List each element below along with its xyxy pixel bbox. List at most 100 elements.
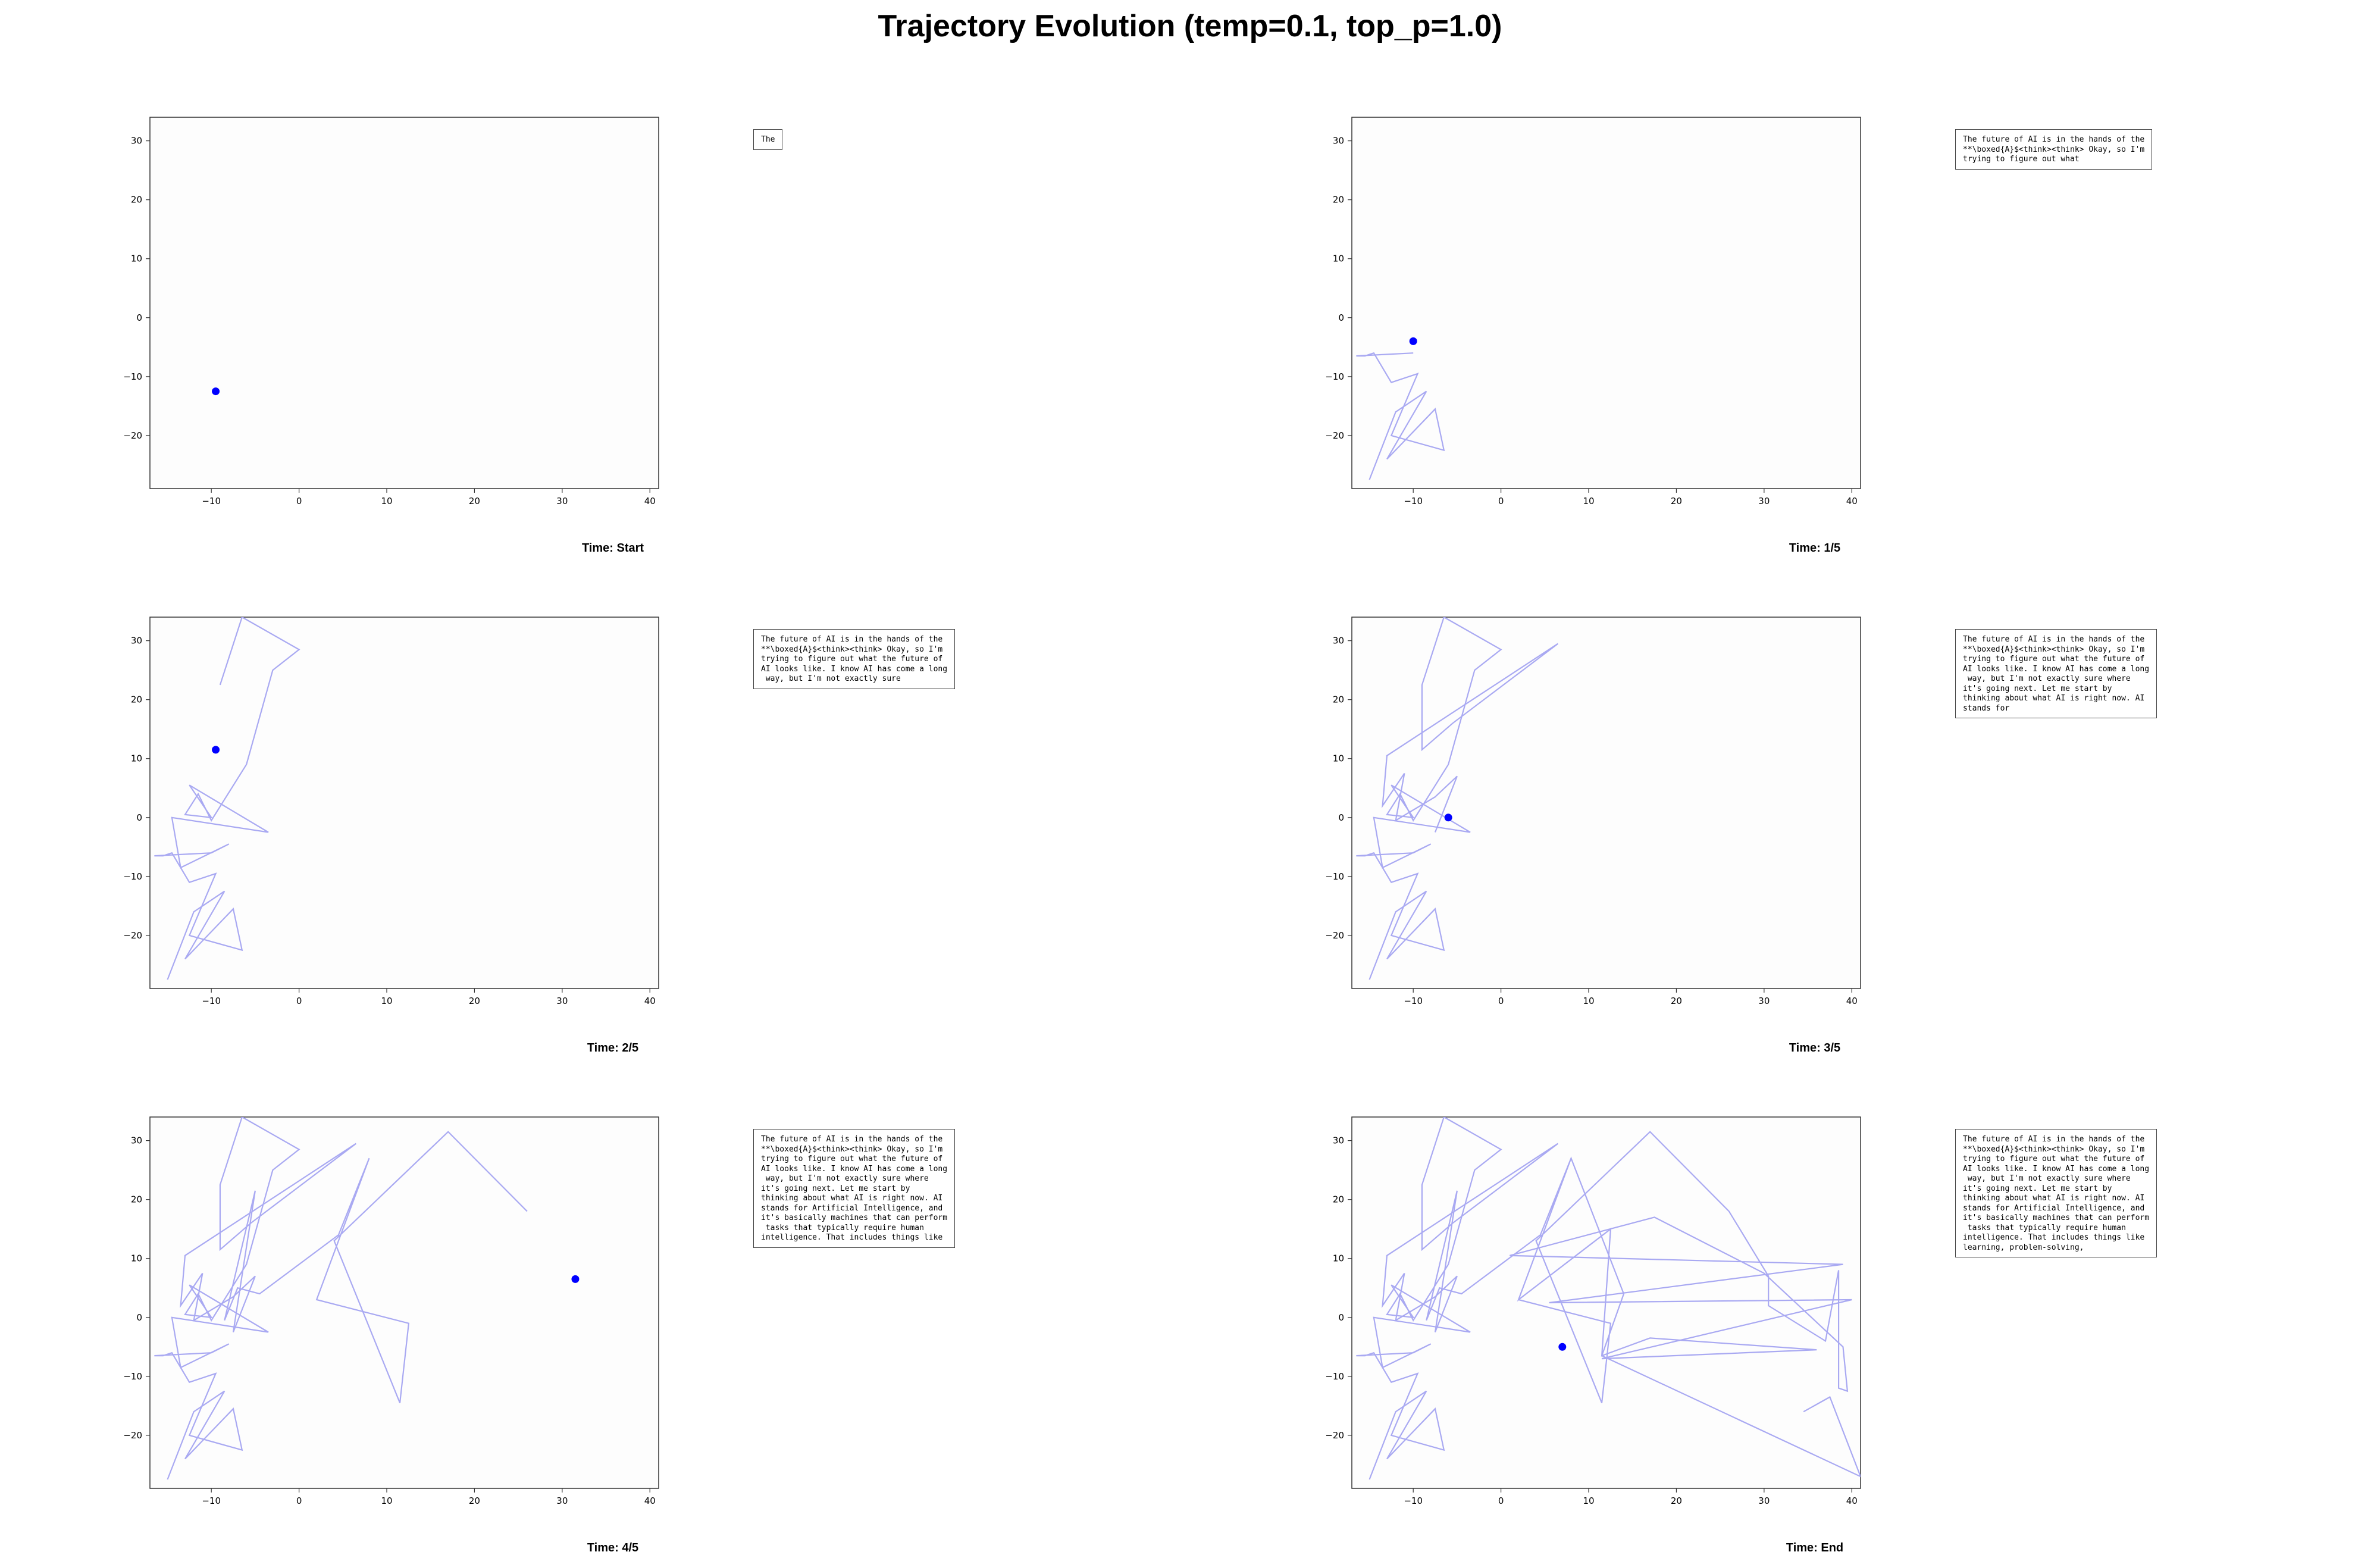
y-tick-label: −10 (123, 371, 142, 382)
x-tick-label: 30 (556, 1495, 568, 1506)
trajectory-plot-2: −10 0 10 20 30 40 −20 −10 0 10 20 30 (123, 617, 659, 1006)
trajectory-line (1356, 352, 1445, 480)
trajectory-line (154, 617, 300, 980)
trajectory-line (1356, 1117, 1861, 1480)
axes-frame (149, 1116, 659, 1489)
y-tick-label: −20 (1325, 430, 1344, 441)
current-position-marker (212, 387, 220, 396)
x-tick-label: 0 (296, 1495, 302, 1506)
y-tick-label: −10 (1325, 1371, 1344, 1382)
axes-frame (1351, 617, 1861, 989)
time-label: Time: 3/5 (1789, 1041, 1841, 1055)
x-tick-label: 20 (1671, 496, 1682, 506)
generated-text-box: The (753, 129, 783, 150)
current-position-marker (571, 1275, 580, 1283)
y-tick-label: −20 (1325, 1430, 1344, 1441)
y-tick-label: 10 (1333, 753, 1344, 764)
y-tick-label: −20 (1325, 930, 1344, 941)
x-tick-label: 10 (1583, 1495, 1594, 1506)
x-tick-label: 10 (1583, 996, 1594, 1006)
x-tick-label: 20 (1671, 1495, 1682, 1506)
y-tick-label: 20 (131, 694, 142, 705)
y-tick-label: 10 (131, 1253, 142, 1264)
y-tick-label: 30 (1333, 1135, 1344, 1146)
x-tick-label: 40 (1846, 496, 1858, 506)
y-tick-label: 30 (1333, 636, 1344, 646)
x-tick-label: 0 (296, 496, 302, 506)
trajectory-plot-4: −10 0 10 20 30 40 −20 −10 0 10 20 30 (123, 1116, 659, 1506)
time-label: Time: 4/5 (587, 1541, 639, 1554)
x-tick-label: −10 (202, 496, 221, 506)
y-tick-label: −10 (1325, 371, 1344, 382)
axes-frame (149, 617, 659, 989)
trajectory-plot-5: −10 0 10 20 30 40 −20 −10 0 10 20 30 (1325, 1116, 1861, 1506)
current-position-marker (1444, 814, 1452, 822)
x-tick-label: 10 (381, 1495, 392, 1506)
x-tick-label: 10 (1583, 496, 1594, 506)
y-tick-label: 0 (1338, 812, 1344, 823)
generated-text-box: The future of AI is in the hands of the … (1955, 1129, 2157, 1257)
generated-text-box: The future of AI is in the hands of the … (753, 629, 956, 689)
x-tick-label: −10 (1404, 496, 1423, 506)
time-label: Time: 1/5 (1789, 542, 1841, 555)
x-tick-label: 40 (644, 496, 656, 506)
trajectory-plot-0: −10 0 10 20 30 40 −20 −10 0 10 20 30 (123, 117, 659, 506)
time-label: Time: 2/5 (587, 1041, 639, 1055)
y-tick-label: −20 (123, 930, 142, 941)
y-tick-label: 10 (1333, 254, 1344, 264)
y-tick-label: 0 (136, 812, 142, 823)
y-tick-label: 20 (1333, 1194, 1344, 1205)
x-tick-label: 0 (1498, 1495, 1504, 1506)
x-tick-label: −10 (1404, 1495, 1423, 1506)
y-tick-label: 30 (131, 636, 142, 646)
y-tick-label: 20 (1333, 694, 1344, 705)
x-tick-label: 40 (1846, 996, 1858, 1006)
y-tick-label: 0 (136, 1312, 142, 1323)
y-tick-label: 30 (1333, 136, 1344, 146)
generated-text-box: The future of AI is in the hands of the … (1955, 629, 2157, 718)
y-tick-label: 20 (131, 1194, 142, 1205)
x-tick-label: 30 (1758, 1495, 1770, 1506)
x-tick-label: 10 (381, 496, 392, 506)
trajectory-plot-1: −10 0 10 20 30 40 −20 −10 0 10 20 30 (1325, 117, 1861, 506)
axes-frame (1351, 117, 1861, 489)
figure-title: Trajectory Evolution (temp=0.1, top_p=1.… (878, 9, 1502, 43)
y-tick-label: 30 (131, 136, 142, 146)
y-tick-label: −20 (123, 430, 142, 441)
y-tick-label: 10 (131, 254, 142, 264)
y-tick-label: 0 (1338, 1312, 1344, 1323)
y-tick-label: 20 (1333, 195, 1344, 205)
trajectory-line (154, 1117, 528, 1480)
x-tick-label: 20 (469, 1495, 480, 1506)
current-position-marker (212, 746, 220, 754)
x-tick-label: 40 (644, 996, 656, 1006)
x-tick-label: 0 (1498, 496, 1504, 506)
generated-text-box: The future of AI is in the hands of the … (1955, 129, 2153, 170)
generated-text-box: The future of AI is in the hands of the … (753, 1129, 956, 1248)
x-tick-label: 20 (469, 496, 480, 506)
y-tick-label: 30 (131, 1135, 142, 1146)
y-tick-label: −20 (123, 1430, 142, 1441)
time-label: Time: End (1786, 1541, 1844, 1554)
y-tick-label: 20 (131, 195, 142, 205)
trajectory-line (1356, 617, 1559, 980)
y-tick-label: −10 (123, 1371, 142, 1382)
current-position-marker (1558, 1343, 1567, 1351)
x-tick-label: 0 (296, 996, 302, 1006)
x-tick-label: 20 (1671, 996, 1682, 1006)
x-tick-label: 10 (381, 996, 392, 1006)
x-tick-label: −10 (202, 996, 221, 1006)
y-tick-label: 10 (1333, 1253, 1344, 1264)
x-tick-label: 30 (556, 496, 568, 506)
x-tick-label: 30 (1758, 996, 1770, 1006)
y-tick-label: 10 (131, 753, 142, 764)
x-tick-label: 30 (556, 996, 568, 1006)
x-tick-label: 0 (1498, 996, 1504, 1006)
trajectory-plot-3: −10 0 10 20 30 40 −20 −10 0 10 20 30 (1325, 617, 1861, 1006)
x-tick-label: −10 (202, 1495, 221, 1506)
x-tick-label: −10 (1404, 996, 1423, 1006)
x-tick-label: 40 (644, 1495, 656, 1506)
y-tick-label: 0 (1338, 312, 1344, 323)
y-tick-label: −10 (1325, 871, 1344, 882)
axes-frame (149, 117, 659, 489)
